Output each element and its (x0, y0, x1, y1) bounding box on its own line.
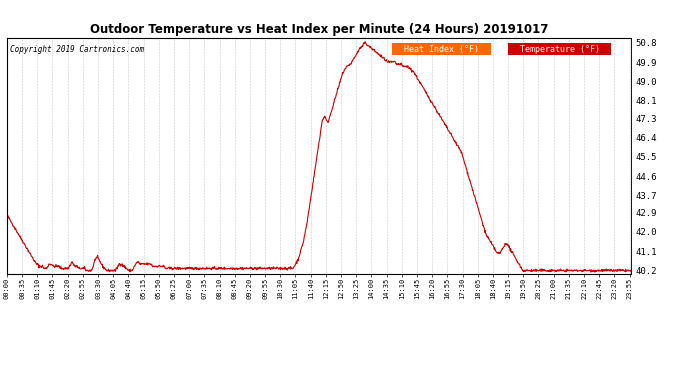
Title: Outdoor Temperature vs Heat Index per Minute (24 Hours) 20191017: Outdoor Temperature vs Heat Index per Mi… (90, 23, 549, 36)
Text: Heat Index (°F): Heat Index (°F) (394, 45, 489, 54)
Text: Copyright 2019 Cartronics.com: Copyright 2019 Cartronics.com (10, 45, 144, 54)
Text: Temperature (°F): Temperature (°F) (510, 45, 609, 54)
